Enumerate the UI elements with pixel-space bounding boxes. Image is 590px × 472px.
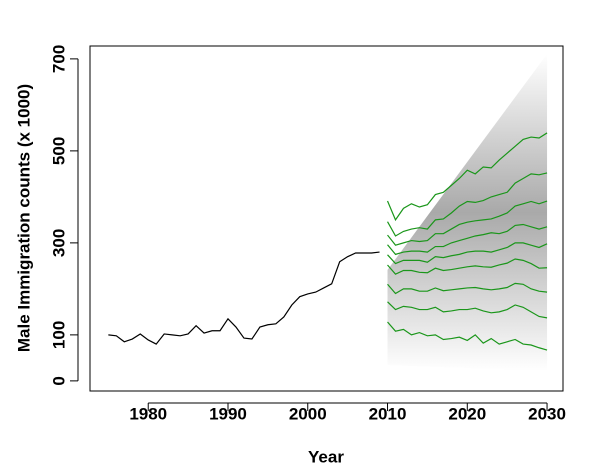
y-tick-label: 300 (49, 229, 68, 257)
series-line (387, 282, 548, 295)
series-line (387, 242, 548, 265)
series-line (387, 321, 548, 351)
series-line (387, 200, 548, 246)
x-tick-label: 2000 (289, 404, 327, 423)
y-axis-title: Male Immigration counts (x 1000) (14, 84, 33, 352)
x-tick-label: 2020 (448, 404, 486, 423)
forecast-fan (387, 54, 548, 371)
series-line (386, 172, 548, 237)
x-tick-label: 1980 (129, 404, 167, 423)
x-axis-title: Year (308, 447, 344, 466)
series-line (387, 223, 548, 256)
y-tick-label: 100 (49, 321, 68, 349)
x-tick-label: 1990 (209, 404, 247, 423)
series-line (387, 301, 548, 319)
y-tick-label: 0 (49, 376, 68, 385)
x-tick-label: 2030 (528, 404, 566, 423)
x-tick-label: 2010 (369, 404, 407, 423)
series-line (108, 251, 380, 345)
plot-box (89, 45, 564, 392)
y-tick-label: 700 (49, 45, 68, 73)
series-line (387, 258, 548, 275)
series-line (386, 132, 548, 222)
y-tick-label: 500 (49, 137, 68, 165)
